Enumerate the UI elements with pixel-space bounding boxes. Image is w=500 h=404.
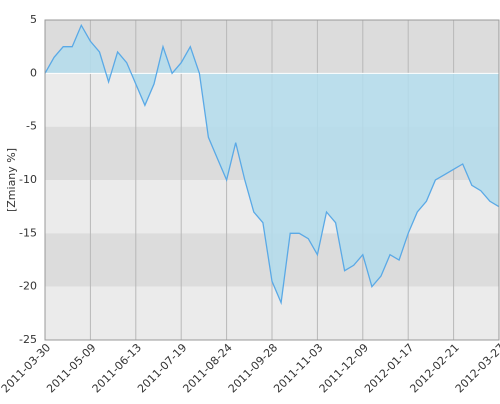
y-tick-label: 5 (30, 13, 37, 26)
y-tick-label: -15 (19, 226, 37, 239)
line (44, 23, 500, 306)
y-axis-label: [Zmiany %] (5, 148, 18, 212)
plot-border (44, 19, 500, 341)
y-tick-label: -5 (26, 120, 37, 133)
y-tick-label: -10 (19, 173, 37, 186)
area (45, 25, 499, 303)
y-tick-label: 0 (30, 66, 37, 79)
y-tick-label: -20 (19, 280, 37, 293)
y-tick-label: -25 (19, 333, 37, 346)
